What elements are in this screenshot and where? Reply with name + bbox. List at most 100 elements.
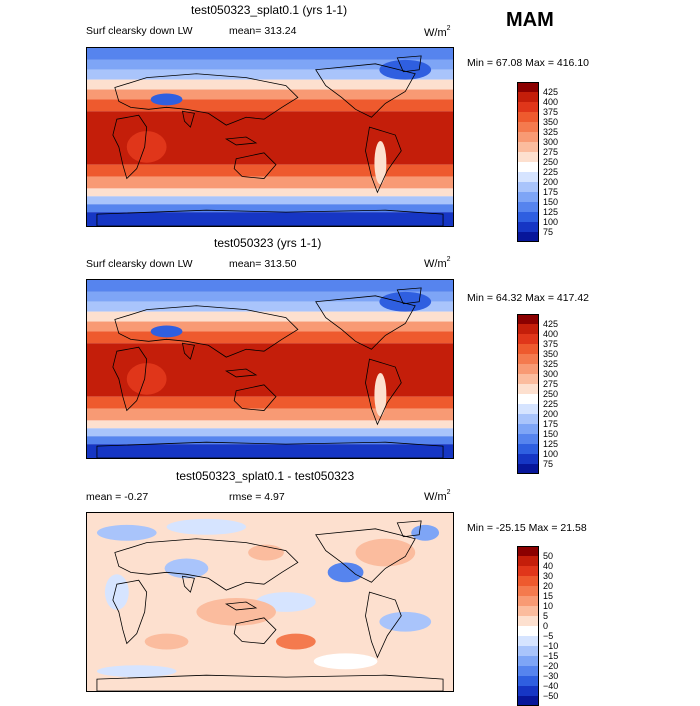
colorbar-label: 425 bbox=[543, 319, 559, 329]
field-band bbox=[87, 291, 453, 302]
panel-1-units: W/m2 bbox=[424, 25, 451, 39]
colorbar-label: 100 bbox=[543, 217, 559, 227]
colorbar-label: 5 bbox=[543, 611, 549, 621]
colorbar-swatch bbox=[517, 82, 539, 92]
coastline bbox=[315, 63, 416, 118]
coastline bbox=[225, 368, 258, 378]
coastline bbox=[114, 538, 299, 591]
field-band bbox=[87, 444, 453, 458]
colorbar-label: 150 bbox=[543, 197, 559, 207]
colorbar-swatch bbox=[517, 546, 539, 556]
field-band bbox=[87, 280, 453, 292]
panel-3-title: test050323_splat0.1 - test050323 bbox=[176, 469, 355, 483]
colorbar-label: 325 bbox=[543, 359, 559, 369]
colorbar-swatch bbox=[517, 616, 539, 626]
panel-2-mean: mean= 313.50 bbox=[229, 258, 297, 270]
coastline bbox=[181, 110, 195, 128]
colorbar-label: 200 bbox=[543, 409, 559, 419]
coastline bbox=[225, 601, 258, 611]
panel-3-units: W/m2 bbox=[424, 489, 451, 503]
diff-blob bbox=[379, 611, 432, 632]
colorbar-swatch bbox=[517, 192, 539, 202]
colorbar-label: 10 bbox=[543, 601, 554, 611]
colorbar-label: 425 bbox=[543, 87, 559, 97]
field-blob bbox=[374, 372, 387, 417]
panel-1-map bbox=[86, 47, 454, 227]
field-band bbox=[87, 396, 453, 409]
colorbar-swatch bbox=[517, 314, 539, 324]
colorbar-label: 200 bbox=[543, 177, 559, 187]
colorbar-swatch bbox=[517, 152, 539, 162]
colorbar-swatch bbox=[517, 212, 539, 222]
diff-blob bbox=[104, 574, 129, 610]
colorbar-swatch bbox=[517, 696, 539, 706]
field-blob bbox=[150, 325, 183, 338]
colorbar-label: −30 bbox=[543, 671, 559, 681]
field-blob bbox=[374, 140, 387, 185]
field-blob bbox=[379, 291, 432, 312]
diff-blob bbox=[411, 524, 440, 541]
coastline bbox=[396, 287, 422, 305]
diff-blob bbox=[355, 538, 416, 567]
diff-blob bbox=[96, 665, 177, 678]
colorbar-label: 150 bbox=[543, 429, 559, 439]
colorbar-swatch bbox=[517, 202, 539, 212]
field-band bbox=[87, 99, 453, 112]
colorbar-swatch bbox=[517, 626, 539, 636]
colorbar-swatch bbox=[517, 596, 539, 606]
colorbar-label: 350 bbox=[543, 117, 559, 127]
colorbar-swatch bbox=[517, 404, 539, 414]
diff-blob bbox=[196, 598, 276, 626]
colorbar-swatch bbox=[517, 222, 539, 232]
panel-3-rmse: rmse = 4.97 bbox=[229, 491, 285, 503]
diff-blob bbox=[164, 558, 209, 579]
colorbar-label: 400 bbox=[543, 329, 559, 339]
colorbar-swatch bbox=[517, 324, 539, 334]
map-graphic bbox=[87, 513, 453, 691]
coastline bbox=[396, 55, 422, 73]
colorbar-label: 15 bbox=[543, 591, 554, 601]
colorbar-swatch bbox=[517, 172, 539, 182]
colorbar-swatch bbox=[517, 424, 539, 434]
field-band bbox=[87, 59, 453, 70]
colorbar-swatch bbox=[517, 92, 539, 102]
field-band bbox=[87, 428, 453, 437]
colorbar-swatch bbox=[517, 556, 539, 566]
panel-2-field-label: Surf clearsky down LW bbox=[86, 258, 193, 270]
diff-blob bbox=[313, 653, 378, 670]
panel-3-minmax: Min = -25.15 Max = 21.58 bbox=[467, 522, 587, 534]
colorbar-swatch bbox=[517, 566, 539, 576]
colorbar-swatch bbox=[517, 646, 539, 656]
colorbar-label: 300 bbox=[543, 137, 559, 147]
colorbar-swatch bbox=[517, 102, 539, 112]
colorbar-label: 250 bbox=[543, 157, 559, 167]
coastline bbox=[114, 73, 299, 126]
colorbar-swatch bbox=[517, 182, 539, 192]
colorbar-swatch bbox=[517, 656, 539, 666]
colorbar-label: 125 bbox=[543, 207, 559, 217]
colorbar-label: 400 bbox=[543, 97, 559, 107]
colorbar-swatch bbox=[517, 162, 539, 172]
colorbar-swatch bbox=[517, 576, 539, 586]
colorbar-swatch bbox=[517, 444, 539, 454]
coastline bbox=[181, 342, 195, 360]
field-blob bbox=[150, 93, 183, 106]
map-graphic bbox=[87, 280, 453, 458]
colorbar-label: −10 bbox=[543, 641, 559, 651]
coastline bbox=[365, 358, 402, 426]
colorbar-label: −20 bbox=[543, 661, 559, 671]
field-band bbox=[87, 48, 453, 60]
colorbar-swatch bbox=[517, 334, 539, 344]
field-band bbox=[87, 176, 453, 189]
colorbar-label: −5 bbox=[543, 631, 554, 641]
colorbar-label: 125 bbox=[543, 439, 559, 449]
field-band bbox=[87, 420, 453, 429]
field-band bbox=[87, 204, 453, 213]
field-band bbox=[87, 321, 453, 332]
coastline bbox=[315, 528, 416, 583]
colorbar-label: 350 bbox=[543, 349, 559, 359]
colorbar-label: 75 bbox=[543, 227, 554, 237]
colorbar-swatch bbox=[517, 434, 539, 444]
panel-1-mean: mean= 313.24 bbox=[229, 25, 297, 37]
field-band bbox=[87, 69, 453, 80]
